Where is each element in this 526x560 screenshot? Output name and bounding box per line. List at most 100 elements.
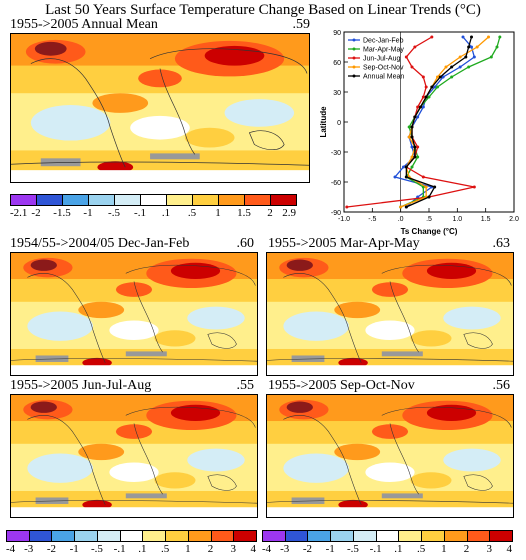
series-point — [399, 205, 403, 209]
colorbar-swatch — [285, 531, 309, 541]
colorbar-tick-label: 1.5 — [237, 207, 251, 219]
colorbar-swatch — [29, 531, 53, 541]
y-tick-label: 0 — [337, 120, 341, 127]
colorbar-tick-label: -4 — [262, 543, 272, 555]
colorbar-swatch — [143, 531, 167, 541]
colorbar-bottom-left — [6, 530, 258, 542]
series-point — [436, 85, 439, 89]
series-point — [433, 185, 437, 189]
colorbar-tick-label: .5 — [187, 207, 197, 219]
series-point — [421, 105, 425, 109]
colorbar-swatch — [115, 195, 141, 205]
map-mam-svg — [267, 253, 513, 375]
colorbar-tick-label: .5 — [416, 543, 426, 555]
colorbar-tick-label: -2 — [31, 207, 41, 219]
y-tick-label: -60 — [331, 180, 341, 187]
legend-label: Sep-Oct-Nov — [363, 65, 404, 72]
y-tick-label: 30 — [333, 90, 341, 97]
colorbar-swatch — [422, 531, 445, 541]
series-point — [487, 35, 490, 39]
colorbar-swatch — [490, 531, 514, 541]
series-point — [436, 75, 439, 79]
colorbar-swatch — [11, 195, 37, 205]
series-point — [404, 55, 408, 59]
colorbar-tick-label: 3 — [486, 543, 493, 555]
series-point — [475, 45, 479, 49]
series-point — [467, 45, 471, 49]
series-point — [424, 85, 428, 89]
colorbar-swatch — [193, 195, 219, 205]
colorbar-swatch — [188, 531, 212, 541]
legend-marker — [352, 38, 356, 42]
series-point — [413, 155, 417, 159]
colorbar-swatch — [376, 531, 400, 541]
colorbar-tick-label: -2.1 — [10, 207, 28, 219]
colorbar-tick-label: 4 — [250, 543, 257, 555]
colorbar-bottom-right-ticks: -4 -3 -2 -1 -.5 -.1 .1 .5 1 2 3 4 — [262, 543, 512, 557]
y-tick-label: 90 — [333, 30, 341, 37]
map-mam — [266, 252, 514, 376]
colorbar-tick-label: -1.5 — [53, 207, 71, 219]
series-point — [450, 65, 454, 69]
map-son-svg — [267, 395, 513, 517]
x-tick-label: 1.0 — [452, 216, 462, 223]
colorbar-tick-label: 2 — [267, 207, 273, 219]
colorbar-swatch — [7, 531, 30, 541]
panel-label-son: 1955->2005 Sep-Oct-Nov — [268, 378, 415, 393]
series-point — [498, 35, 502, 39]
series-point — [404, 205, 408, 209]
series-point — [402, 165, 405, 169]
colorbar-tick-label: -1 — [83, 207, 93, 219]
colorbar-tick-label: 2 — [207, 543, 214, 555]
panel-global-mean-jja: .55 — [236, 378, 255, 393]
colorbar-tick-label: -2 — [302, 543, 313, 555]
legend-label: Annual Mean — [363, 74, 404, 81]
colorbar-swatch — [353, 531, 377, 541]
series-point — [410, 145, 414, 149]
series-point — [416, 105, 420, 109]
panel-label-annual: 1955->2005 Annual Mean — [10, 17, 158, 32]
series-point — [472, 185, 476, 189]
series-point — [419, 105, 422, 109]
x-tick-label: 1.5 — [481, 216, 491, 223]
series-point — [413, 45, 417, 49]
series-point — [410, 125, 414, 129]
colorbar-tick-label: .1 — [394, 543, 403, 555]
colorbar-tick-label: .1 — [138, 543, 147, 555]
series-point — [427, 95, 431, 99]
panel-global-mean-son: .56 — [492, 378, 511, 393]
legend-marker — [352, 56, 356, 60]
legend-label: Mar-Apr-May — [363, 47, 404, 54]
series-point — [407, 125, 411, 129]
series-point — [489, 55, 493, 59]
series-point — [410, 135, 414, 139]
colorbar-bottom-right — [262, 530, 514, 542]
series-point — [458, 55, 462, 59]
legend-marker — [352, 47, 356, 51]
series-point — [416, 115, 420, 119]
series-point — [393, 175, 397, 179]
y-axis-label: Latitude — [319, 106, 328, 138]
series-point — [467, 65, 471, 69]
colorbar-tick-label: -2 — [46, 543, 57, 555]
y-tick-label: 60 — [333, 60, 341, 67]
map-djf-svg — [11, 253, 257, 375]
colorbar-tick-label: 4 — [506, 543, 513, 555]
series-point — [421, 75, 425, 79]
panel-global-mean-annual: .59 — [292, 17, 311, 32]
colorbar-tick-label: -1 — [69, 543, 79, 555]
map-annual — [10, 33, 310, 183]
figure-title: Last 50 Years Surface Temperature Change… — [45, 2, 481, 18]
colorbar-swatch — [89, 195, 115, 205]
legend-label: Dec-Jan-Feb — [363, 38, 404, 45]
series-point — [433, 85, 437, 89]
y-tick-label: -30 — [331, 150, 341, 157]
colorbar-swatch — [211, 531, 235, 541]
colorbar-swatch — [245, 195, 271, 205]
series-point — [407, 135, 411, 139]
series-point — [421, 95, 425, 99]
colorbar-tick-label: .1 — [161, 207, 171, 219]
colorbar-swatch — [141, 195, 167, 205]
series-point — [470, 35, 473, 39]
series-point — [470, 45, 473, 49]
